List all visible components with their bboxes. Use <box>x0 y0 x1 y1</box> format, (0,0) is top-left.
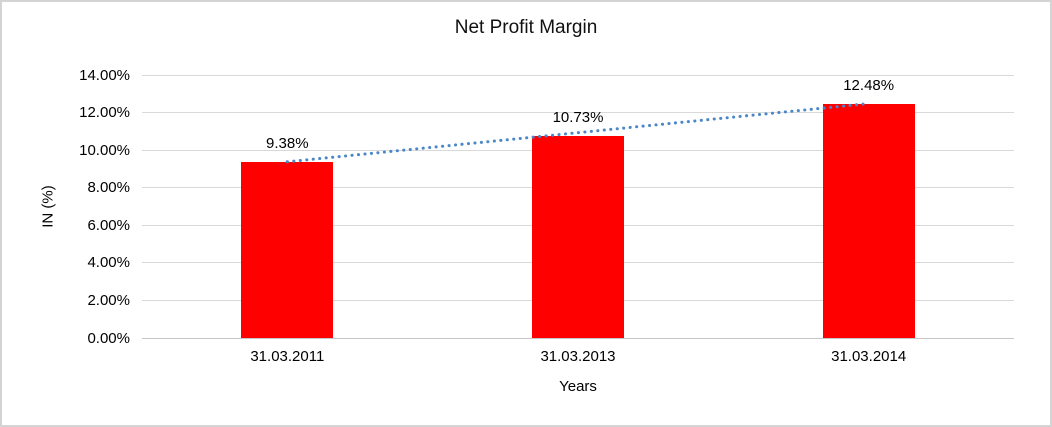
x-axis-tick-label: 31.03.2011 <box>250 348 325 365</box>
gridline <box>142 74 1014 76</box>
bar-data-label: 10.73% <box>552 109 604 127</box>
y-axis-tick-label: 10.00% <box>79 141 130 159</box>
y-axis-tick-label: 12.00% <box>79 104 130 122</box>
gridline <box>142 337 1014 339</box>
bar-data-label: 12.48% <box>843 76 895 94</box>
x-axis-title: Years <box>559 378 597 395</box>
bar-31.03.2011 <box>241 161 334 338</box>
y-axis-tick-label: 6.00% <box>87 216 130 234</box>
y-axis-tick-label: 8.00% <box>87 179 130 197</box>
x-axis-tick-label: 31.03.2013 <box>540 348 616 365</box>
chart-title: Net Profit Margin <box>454 17 598 38</box>
y-axis-tick-label: 0.00% <box>87 329 130 347</box>
y-axis-tick-label: 2.00% <box>87 291 130 309</box>
bar-31.03.2013 <box>532 136 624 338</box>
y-axis-tick-label: 4.00% <box>87 254 130 272</box>
y-axis-title: IN (%) <box>39 185 57 228</box>
y-axis-tick-label: 14.00% <box>79 66 130 84</box>
bar-data-label: 9.38% <box>266 134 309 152</box>
bar-31.03.2014 <box>822 103 915 338</box>
x-axis-tick-label: 31.03.2014 <box>831 348 907 365</box>
